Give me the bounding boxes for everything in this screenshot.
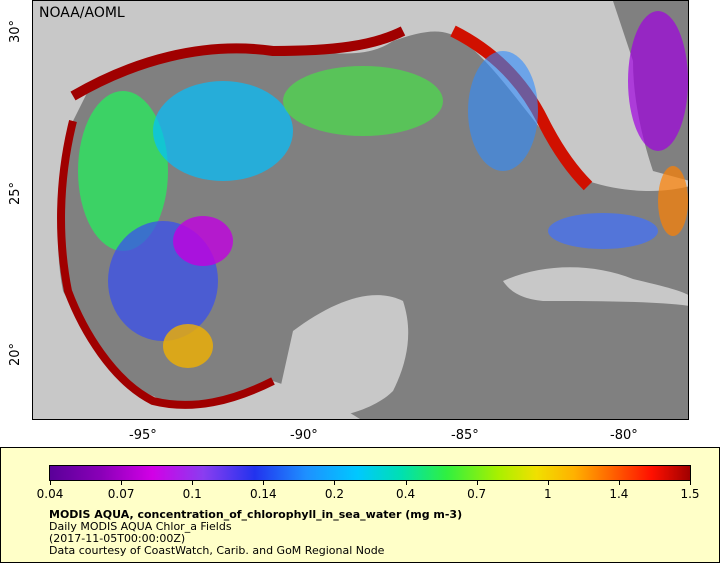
florida-straits-blue [548,213,658,249]
colorbar-tick-label: 0.04 [36,487,64,501]
colorbar-tick-label: 0.7 [467,487,487,501]
colorbar-tickmark [121,481,123,485]
caption-timestamp: (2017-11-05T00:00:00Z) [49,532,186,545]
lon-label-85: -85° [451,428,479,443]
colorbar-tickmark [547,481,549,485]
lat-label-30: 30° [8,19,24,44]
colorbar-tickmark [50,481,51,485]
central-gulf-cyan [153,81,293,181]
colorbar-tickmark [476,481,478,485]
colorbar-tickmark [690,481,691,485]
florida-shelf-chlorophyll [450,25,593,191]
caption-subtitle: Daily MODIS AQUA Chlor_a Fields [49,520,232,533]
colorbar-tick-label: 0.2 [324,487,344,501]
bahamas-purple [628,11,688,151]
florida-land [553,21,633,167]
colorbar [49,465,691,481]
colorbar-tick-label: 1 [543,487,552,501]
mexico-coast-chlorophyll [57,120,275,409]
lat-label-20: 20° [8,342,24,367]
map-credit: NOAA/AOML [39,5,125,21]
coastal-high-chlorophyll [70,26,406,101]
colorbar-tickmark [405,481,407,485]
map-canvas [33,1,688,419]
central-purple [173,216,233,266]
colorbar-tick-label: 0.4 [396,487,416,501]
colorbar-tickmark [192,481,194,485]
lon-label-95: -95° [129,428,157,443]
west-florida-blue [468,51,538,171]
bahamas-orange [658,166,688,236]
legend-panel: 0.04 0.07 0.1 0.14 0.2 0.4 0.7 1 1.4 1.5 MODIS AQ… [0,447,720,563]
eastern-green [283,66,443,136]
bay-campeche-yellow [163,324,213,368]
colorbar-tick-label: 0.14 [249,487,277,501]
lon-label-90: -90° [290,428,318,443]
colorbar-tickmark [263,481,265,485]
colorbar-tick-label: 0.1 [182,487,202,501]
caption-source: Data courtesy of CoastWatch, Carib. and … [49,544,385,557]
colorbar-tick-label: 1.4 [609,487,629,501]
colorbar-tick-label: 0.07 [107,487,135,501]
yucatan-land [273,295,409,419]
cuba-land [503,267,688,306]
caption-title: MODIS AQUA, concentration_of_chlorophyll… [49,508,463,521]
lon-label-80: -80° [610,428,638,443]
chlorophyll-map: NOAA/AOML [32,0,689,420]
colorbar-tickmark [334,481,336,485]
lat-label-25: 25° [8,181,24,206]
colorbar-tick-label: 1.5 [680,487,700,501]
west-gulf-green [78,91,168,251]
colorbar-tickmark [618,481,620,485]
